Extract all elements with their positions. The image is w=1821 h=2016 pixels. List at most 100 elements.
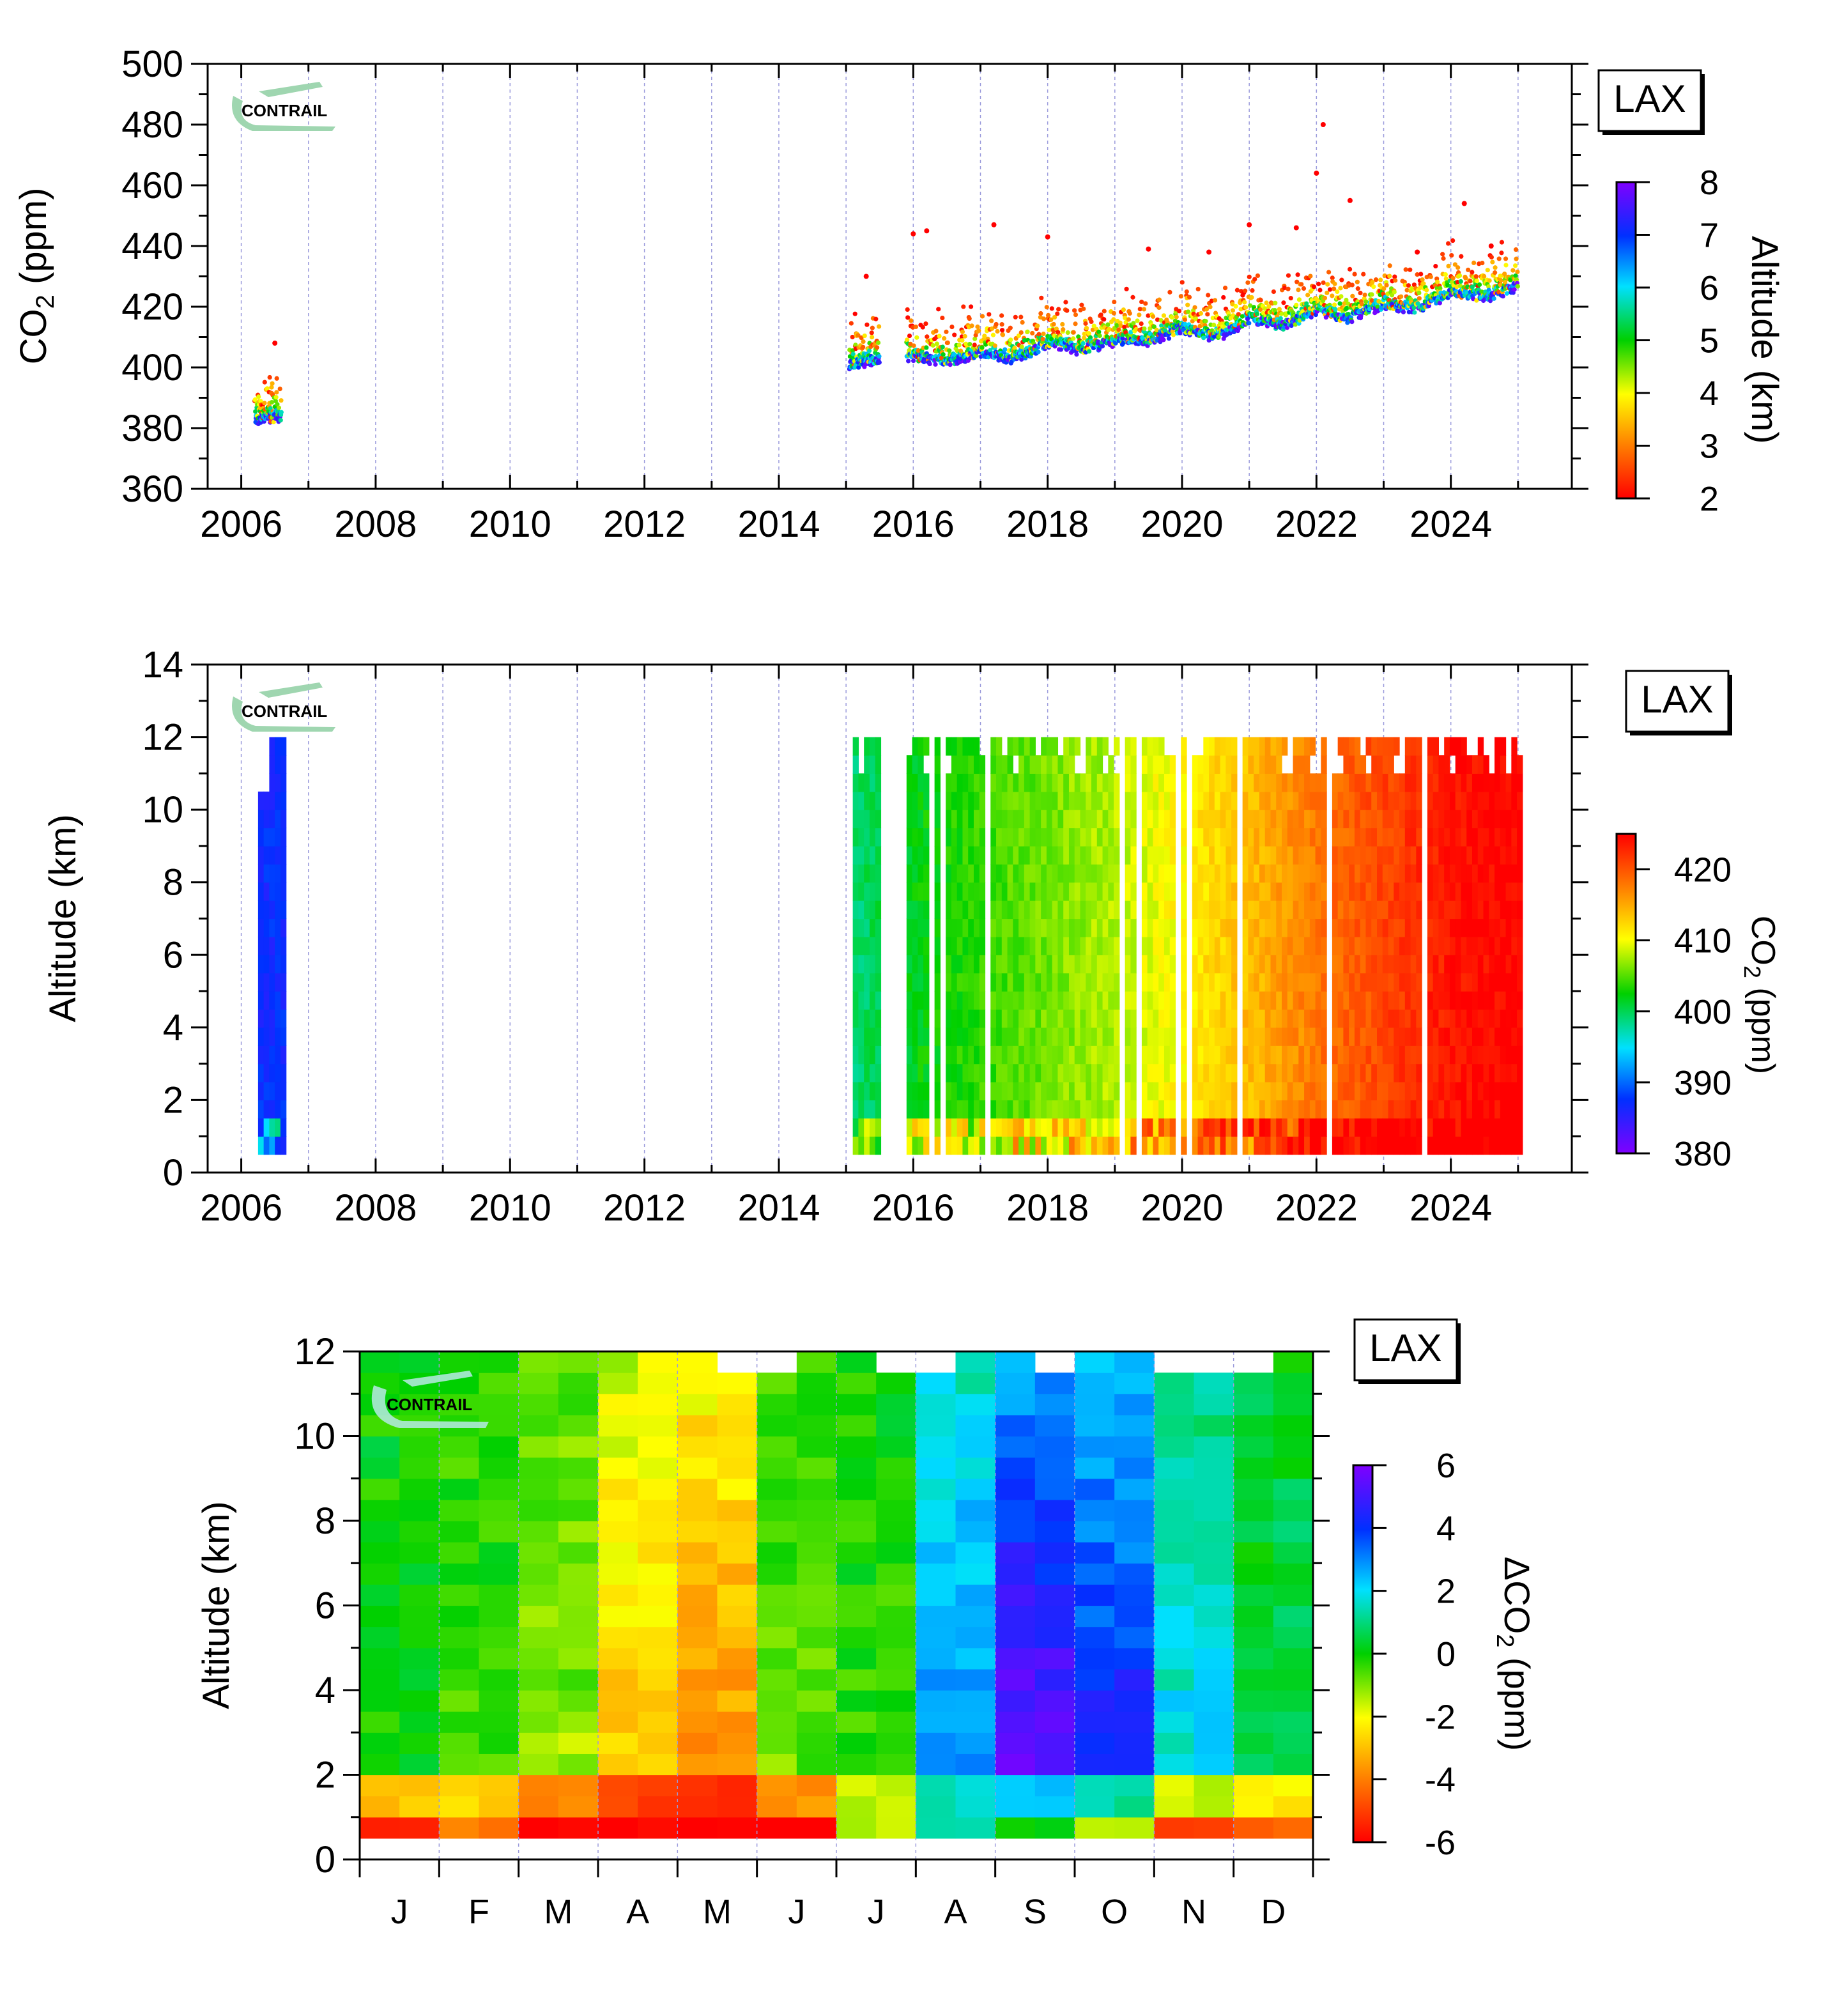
curtain-cell bbox=[1360, 1082, 1367, 1101]
curtain-cell bbox=[1125, 737, 1131, 756]
curtain-cell bbox=[1282, 827, 1288, 847]
co2-point bbox=[1064, 308, 1070, 313]
curtain-cell bbox=[1214, 1063, 1221, 1082]
curtain-cell bbox=[1018, 991, 1025, 1010]
curtain-cell bbox=[1041, 773, 1047, 792]
curtain-cell bbox=[1377, 773, 1383, 792]
curtain-cell bbox=[263, 1082, 270, 1101]
curtain-cell bbox=[1080, 791, 1086, 810]
curtain-cell bbox=[1259, 936, 1266, 955]
co2-point bbox=[995, 328, 1000, 334]
curtain-cell bbox=[1293, 1118, 1299, 1137]
curtain-cell bbox=[951, 882, 958, 901]
curtain-cell bbox=[1024, 936, 1031, 955]
curtain-cell bbox=[1471, 755, 1479, 774]
curtain-cell bbox=[946, 1045, 952, 1065]
curtain-cell bbox=[1024, 755, 1031, 774]
curtain-cell bbox=[1264, 755, 1272, 774]
curtain-cell bbox=[1052, 1063, 1059, 1082]
curtain-cell bbox=[1388, 864, 1394, 883]
curtain-cell bbox=[1214, 1100, 1221, 1119]
co2-point bbox=[1342, 301, 1347, 306]
curtain-cell bbox=[912, 1100, 918, 1119]
curtain-cell bbox=[1086, 1009, 1092, 1028]
curtain-cell bbox=[1517, 918, 1523, 937]
curtain-cell bbox=[1164, 864, 1171, 883]
curtain-cell bbox=[1220, 973, 1226, 992]
curtain-cell bbox=[1343, 991, 1349, 1010]
co2-point bbox=[1392, 274, 1397, 279]
curtain-cell bbox=[1304, 773, 1310, 792]
curtain-cell bbox=[1024, 737, 1031, 756]
curtain-cell bbox=[912, 900, 918, 920]
curtain-cell bbox=[1309, 1118, 1316, 1137]
curtain-cell bbox=[1158, 864, 1165, 883]
co2-point bbox=[1204, 307, 1209, 312]
curtain-cell bbox=[906, 845, 913, 865]
curtain-cell bbox=[1018, 1027, 1025, 1046]
curtain-cell bbox=[1483, 1027, 1489, 1046]
curtain-cell bbox=[1192, 955, 1199, 974]
curtain-cell bbox=[852, 918, 859, 937]
curtain-cell bbox=[1332, 1009, 1339, 1028]
curtain-cell bbox=[864, 1045, 870, 1065]
curtain-cell bbox=[1254, 773, 1260, 792]
curtain-cell bbox=[1293, 791, 1299, 810]
curtain-cell bbox=[1091, 845, 1098, 865]
curtain-cell bbox=[1304, 900, 1310, 920]
co2-point bbox=[1450, 275, 1456, 281]
curtain-cell bbox=[990, 755, 997, 774]
curtain-cell bbox=[1248, 755, 1254, 774]
curtain-cell bbox=[263, 864, 270, 883]
curtain-cell bbox=[1125, 755, 1131, 774]
curtain-cell bbox=[962, 845, 969, 865]
curtain-cell bbox=[280, 991, 287, 1010]
curtain-cell bbox=[1282, 773, 1288, 792]
curtain-cell bbox=[1282, 1100, 1288, 1119]
curtain-cell bbox=[1489, 1136, 1495, 1155]
curtain-cell bbox=[864, 791, 870, 810]
co2-point bbox=[277, 386, 282, 392]
curtain-cell bbox=[1276, 1082, 1282, 1101]
curtain-cell bbox=[1293, 1027, 1299, 1046]
curtain-cell bbox=[1298, 1082, 1305, 1101]
curtain-cell bbox=[1264, 845, 1272, 865]
co2-point bbox=[1135, 318, 1140, 323]
curtain-cell bbox=[1130, 827, 1137, 847]
curtain-cell bbox=[1130, 900, 1137, 920]
curtain-cell bbox=[1332, 1136, 1339, 1155]
curtain-cell bbox=[1046, 900, 1053, 920]
curtain-cell bbox=[1220, 1118, 1226, 1137]
y-tick-label: 400 bbox=[121, 347, 183, 389]
curtain-cell bbox=[1427, 973, 1434, 992]
curtain-cell bbox=[1511, 755, 1518, 774]
curtain-cell bbox=[1041, 737, 1047, 756]
curtain-cell bbox=[973, 1100, 980, 1119]
co2-point bbox=[1308, 273, 1313, 279]
curtain-cell bbox=[1337, 845, 1344, 865]
curtain-cell bbox=[1013, 737, 1019, 756]
curtain-cell bbox=[1226, 882, 1232, 901]
co2-point bbox=[1263, 306, 1268, 311]
curtain-cell bbox=[275, 864, 281, 883]
curtain-cell bbox=[1164, 1027, 1171, 1046]
curtain-cell bbox=[1102, 1063, 1109, 1082]
curtain-cell bbox=[1471, 1027, 1479, 1046]
curtain-cell bbox=[1276, 1100, 1282, 1119]
curtain-cell bbox=[1377, 1136, 1383, 1155]
curtain-cell bbox=[1226, 1027, 1232, 1046]
co2-point bbox=[1102, 317, 1107, 322]
curtain-cell bbox=[962, 900, 969, 920]
curtain-cell bbox=[951, 737, 958, 756]
curtain-cell bbox=[1220, 1045, 1226, 1065]
co2-point bbox=[1049, 317, 1054, 322]
curtain-cell bbox=[1332, 973, 1339, 992]
curtain-cell bbox=[1449, 864, 1456, 883]
curtain-cell bbox=[962, 864, 969, 883]
curtain-cell bbox=[1382, 1118, 1389, 1137]
curtain-cell bbox=[951, 1027, 958, 1046]
curtain-cell bbox=[1444, 1009, 1450, 1028]
curtain-cell bbox=[1018, 955, 1025, 974]
curtain-cell bbox=[1096, 936, 1103, 955]
